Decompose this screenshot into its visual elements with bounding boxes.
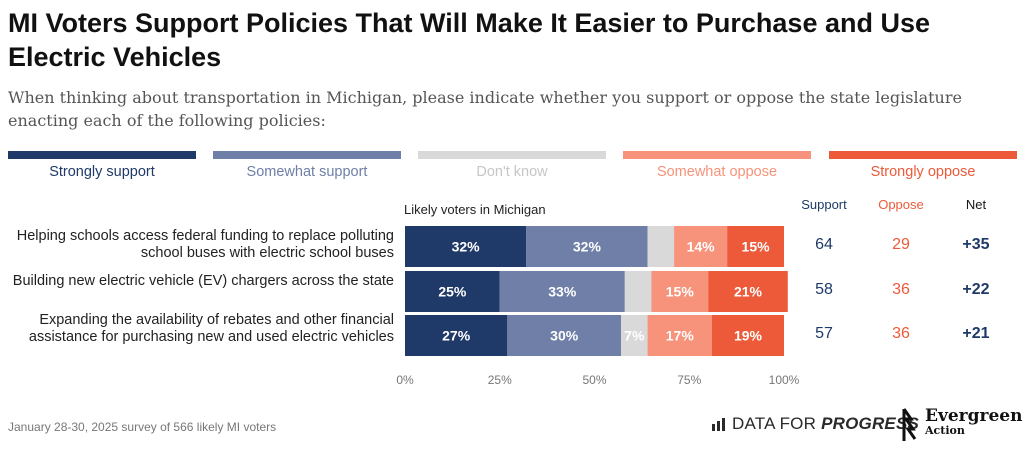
net-value: +21	[962, 325, 990, 342]
bar-data-label: 32%	[573, 239, 602, 255]
bar-segment	[711, 315, 784, 356]
bar-data-label: 27%	[442, 328, 471, 344]
bar-segment	[647, 226, 675, 267]
legend-label: Strongly support	[49, 164, 155, 180]
evergreen-logo-sub: Action	[925, 424, 965, 437]
evergreen-tree-icon	[902, 408, 917, 441]
data-for-progress-logo: DATA FOR PROGRESS	[711, 414, 919, 434]
x-tick-label: 50%	[582, 373, 606, 387]
bar-data-label: 15%	[742, 239, 771, 255]
row-label-ev-chargers: Building new electric vehicle (EV) charg…	[12, 273, 394, 289]
bar-segment	[499, 271, 625, 312]
oppose-value: 29	[892, 236, 910, 253]
bar-data-label: 21%	[734, 284, 763, 300]
bar-chart-icon	[712, 418, 725, 431]
legend-somewhat-support: Somewhat support	[213, 151, 401, 180]
oppose-value: 36	[892, 325, 910, 342]
bar-segment	[405, 271, 500, 312]
net-value: +22	[962, 281, 990, 298]
bar-data-label: 33%	[548, 284, 577, 300]
bar-data-label: 19%	[734, 328, 763, 344]
x-tick-label: 75%	[677, 373, 701, 387]
bar-segment	[621, 315, 648, 356]
x-tick-label: 25%	[488, 373, 512, 387]
support-value: 58	[815, 281, 833, 298]
row-label-rebates: Expanding the availability of rebates an…	[28, 312, 394, 345]
bar-data-label: 7%	[624, 328, 645, 344]
bar-segment	[651, 271, 709, 312]
net-column-header: Net	[965, 197, 987, 212]
bar-data-label: 30%	[550, 328, 579, 344]
dfp-logo-text: DATA FOR	[732, 414, 817, 433]
oppose-column-header: Oppose	[878, 197, 924, 212]
legend-swatch	[213, 151, 401, 159]
support-value: 64	[815, 236, 833, 253]
footer-note: January 28-30, 2025 survey of 566 likely…	[8, 420, 277, 434]
bar-segment	[405, 226, 527, 267]
row-label-school-buses: Helping schools access federal funding t…	[16, 228, 394, 261]
support-column-header: Support	[801, 197, 847, 212]
legend-somewhat-oppose: Somewhat oppose	[623, 151, 811, 180]
bar-data-label: 25%	[438, 284, 467, 300]
legend-swatch	[829, 151, 1017, 159]
x-tick-label: 0%	[396, 373, 414, 387]
legend-label: Strongly oppose	[870, 164, 976, 180]
dfp-logo-text-bold: PROGRESS	[821, 414, 920, 433]
evergreen-action-logo: Evergreen Action	[900, 407, 1022, 443]
bar-data-label: 14%	[687, 239, 716, 255]
legend-strongly-support: Strongly support	[8, 151, 196, 180]
bar-segment	[727, 226, 784, 267]
bar-segment	[674, 226, 728, 267]
chart-subtitle: When thinking about transportation in Mi…	[8, 88, 962, 130]
legend-label: Somewhat support	[246, 164, 368, 180]
group-label: Likely voters in Michigan	[404, 202, 546, 217]
bar-segment	[526, 226, 648, 267]
bar-segment	[647, 315, 712, 356]
legend-label: Don't know	[476, 164, 548, 180]
legend-dont-know: Don't know	[418, 151, 606, 180]
bar-data-label: 32%	[452, 239, 481, 255]
bar-data-label: 17%	[666, 328, 695, 344]
net-value: +35	[962, 236, 990, 253]
chart-title: MI Voters Support Policies That Will Mak…	[8, 8, 930, 72]
legend-swatch	[8, 151, 196, 159]
legend-swatch	[623, 151, 811, 159]
bar-segment	[507, 315, 622, 356]
oppose-value: 36	[892, 281, 910, 298]
bar-segment	[624, 271, 652, 312]
legend-strongly-oppose: Strongly oppose	[829, 151, 1017, 180]
stacked-bar-chart: 32% 32% 14% 15% 25% 33% 15% 21% 27% 30% 7% 17% 19% 0%…	[396, 226, 800, 387]
evergreen-logo-name: Evergreen	[925, 406, 1023, 426]
bar-data-label: 15%	[666, 284, 695, 300]
support-value: 57	[815, 325, 833, 342]
legend-swatch	[418, 151, 606, 159]
x-tick-label: 100%	[769, 373, 800, 387]
bar-segment	[405, 315, 508, 356]
bar-segment	[708, 271, 788, 312]
legend-label: Somewhat oppose	[656, 164, 778, 180]
